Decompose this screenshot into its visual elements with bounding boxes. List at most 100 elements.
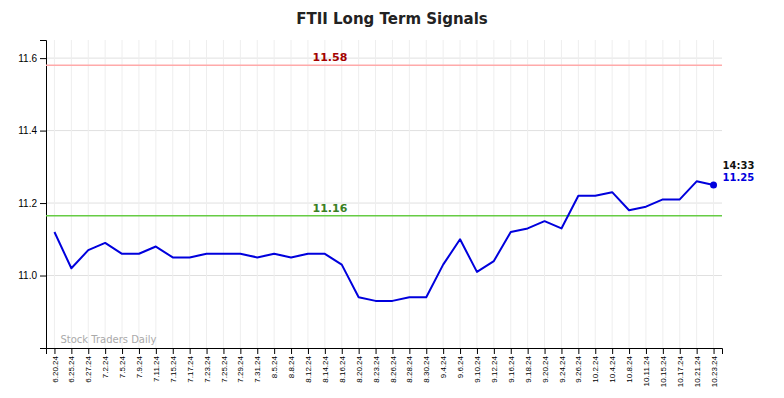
x-tick: 7.25.24 <box>220 348 229 383</box>
grid-line-x <box>578 40 579 348</box>
x-tick-mark <box>359 348 360 354</box>
x-tick: 9.20.24 <box>541 348 550 383</box>
y-tick-label: 11.2 <box>18 198 37 209</box>
x-tick: 8.20.24 <box>355 348 364 383</box>
x-tick-mark <box>595 348 596 354</box>
grid <box>46 40 722 348</box>
grid-line-x <box>291 40 292 348</box>
x-tick-mark <box>663 348 664 354</box>
x-tick-label: 9.24.24 <box>558 355 567 382</box>
x-tick-label: 7.2.24 <box>101 355 110 378</box>
x-tick-label: 7.23.24 <box>203 355 212 382</box>
grid-line-x <box>476 40 477 348</box>
y-tick-mark <box>40 58 46 59</box>
x-tick-label: 8.28.24 <box>405 355 414 382</box>
x-tick-label: 6.27.24 <box>84 355 93 382</box>
x-tick-label: 8.12.24 <box>304 355 313 382</box>
x-tick-label: 7.17.24 <box>186 355 195 382</box>
x-tick-mark <box>680 348 681 354</box>
x-tick: 9.4.24 <box>439 348 448 378</box>
grid-line-y <box>46 275 722 276</box>
x-tick-mark <box>71 348 72 354</box>
x-tick-mark <box>426 348 427 354</box>
x-tick: 7.2.24 <box>101 348 110 378</box>
grid-line-x <box>510 40 511 348</box>
reference-line <box>46 65 722 67</box>
grid-line-x <box>307 40 308 348</box>
x-tick-label: 9.4.24 <box>439 355 448 378</box>
y-tick: 11.4 <box>18 125 46 136</box>
x-tick: 9.18.24 <box>524 348 533 383</box>
x-tick-mark <box>528 348 529 354</box>
grid-line-x <box>713 40 714 348</box>
x-tick-label: 8.20.24 <box>355 355 364 382</box>
x-tick-label: 9.6.24 <box>456 355 465 378</box>
x-tick: 6.20.24 <box>51 348 60 383</box>
x-tick-label: 9.20.24 <box>541 355 550 382</box>
y-tick: 11.2 <box>18 198 46 209</box>
grid-line-x <box>88 40 89 348</box>
grid-line-x <box>240 40 241 348</box>
y-tick-mark <box>40 131 46 132</box>
x-tick: 10.11.24 <box>642 348 651 387</box>
x-tick-label: 10.11.24 <box>642 355 651 386</box>
x-tick: 7.11.24 <box>152 348 161 382</box>
grid-line-x <box>155 40 156 348</box>
x-tick: 10.15.24 <box>659 348 668 387</box>
x-tick: 8.16.24 <box>338 348 347 383</box>
last-value-label: 11.25 <box>723 172 755 183</box>
grid-line-x <box>71 40 72 348</box>
grid-line-x <box>679 40 680 348</box>
x-tick: 7.23.24 <box>203 348 212 383</box>
grid-line-x <box>696 40 697 348</box>
x-tick-label: 7.11.24 <box>152 355 161 382</box>
x-tick-mark <box>697 348 698 354</box>
x-tick-mark <box>629 348 630 354</box>
x-tick: 9.12.24 <box>490 348 499 383</box>
x-tick: 10.8.24 <box>625 348 634 383</box>
grid-line-x <box>257 40 258 348</box>
x-tick: 8.23.24 <box>372 348 381 383</box>
reference-line <box>46 215 722 217</box>
x-tick-mark <box>443 348 444 354</box>
grid-line-x <box>138 40 139 348</box>
x-tick: 7.31.24 <box>253 348 262 383</box>
x-tick-mark <box>494 348 495 354</box>
x-tick-mark <box>240 348 241 354</box>
x-tick: 10.4.24 <box>608 348 617 383</box>
x-tick-mark <box>156 348 157 354</box>
grid-line-x <box>341 40 342 348</box>
x-tick-label: 7.5.24 <box>118 355 127 378</box>
x-tick: 7.9.24 <box>135 348 144 378</box>
grid-line-x <box>493 40 494 348</box>
x-tick: 7.5.24 <box>118 348 127 378</box>
grid-line-y <box>46 130 722 131</box>
x-tick-label: 10.4.24 <box>608 355 617 382</box>
title: FTII Long Term Signals <box>296 10 488 28</box>
grid-line-x <box>122 40 123 348</box>
y-tick-label: 11.0 <box>18 270 37 281</box>
x-tick-label: 10.15.24 <box>659 355 668 387</box>
x-tick-mark <box>460 348 461 354</box>
x-tick-label: 8.30.24 <box>422 355 431 382</box>
x-tick: 10.17.24 <box>676 348 685 387</box>
x-tick: 7.15.24 <box>169 348 178 383</box>
y-tick-label: 11.4 <box>18 125 37 136</box>
x-tick: 6.25.24 <box>67 348 76 383</box>
x-tick-mark <box>325 348 326 354</box>
x-tick-label: 10.2.24 <box>591 355 600 382</box>
x-tick-label: 6.20.24 <box>51 355 60 382</box>
grid-line-x <box>206 40 207 348</box>
x-tick-label: 8.23.24 <box>372 355 381 382</box>
x-tick-label: 9.18.24 <box>524 355 533 382</box>
x-tick: 8.28.24 <box>405 348 414 383</box>
x-tick: 8.8.24 <box>287 348 296 378</box>
y-tick-mark <box>40 276 46 277</box>
x-tick-mark <box>511 348 512 354</box>
x-tick: 9.26.24 <box>574 348 583 383</box>
grid-line-x <box>443 40 444 348</box>
x-tick-label: 10.23.24 <box>710 355 719 387</box>
grid-line-x <box>629 40 630 348</box>
x-tick-label: 9.10.24 <box>473 355 482 382</box>
x-tick: 10.2.24 <box>591 348 600 383</box>
